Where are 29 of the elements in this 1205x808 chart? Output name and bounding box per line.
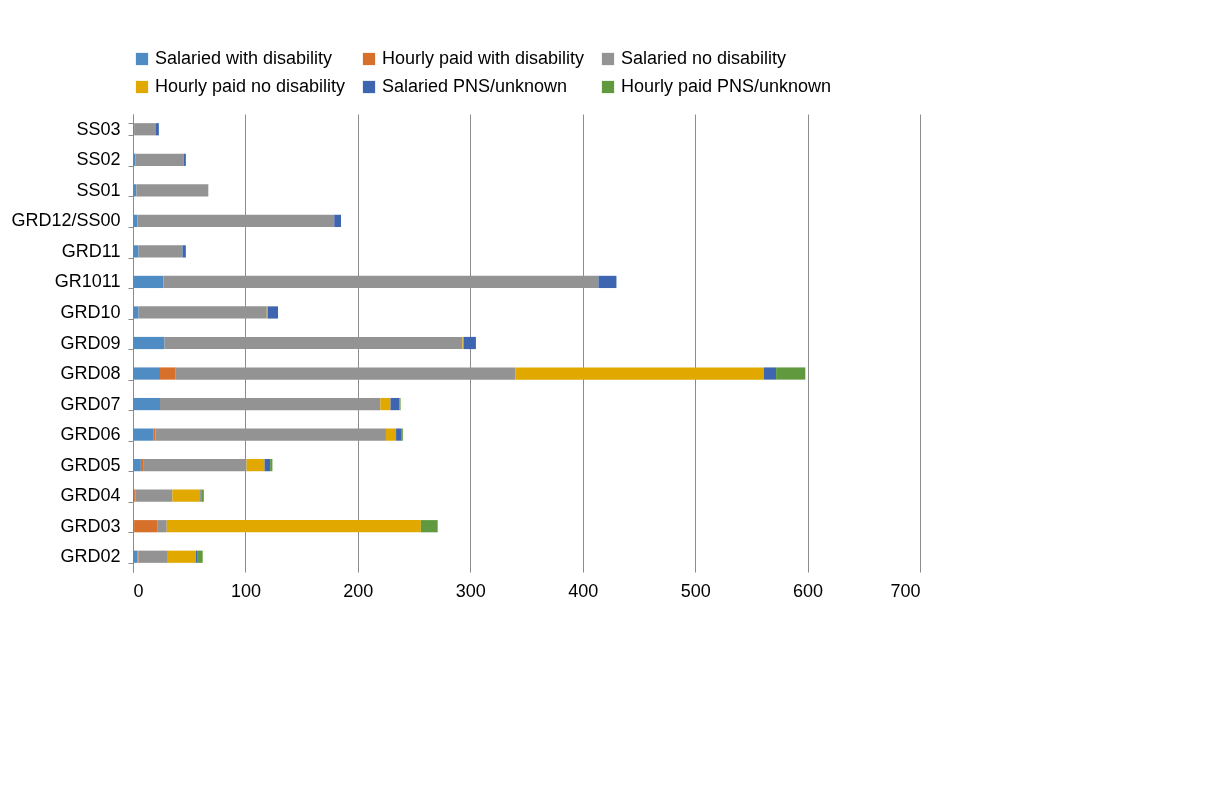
x-tick-label: 0 bbox=[133, 580, 144, 601]
y-tick-label: GRD02 bbox=[60, 546, 121, 567]
x-tick-label: 700 bbox=[890, 580, 921, 601]
y-tick-label: GRD08 bbox=[60, 363, 121, 384]
y-tick-label: GRD04 bbox=[60, 485, 121, 506]
y-tick-label: GRD11 bbox=[61, 240, 121, 261]
x-tick-label: 100 bbox=[230, 580, 261, 601]
x-tick-label: 600 bbox=[793, 580, 824, 601]
y-tick-label: GRD07 bbox=[60, 393, 121, 414]
y-tick-label: GR1011 bbox=[54, 271, 121, 292]
y-tick-label: GRD05 bbox=[60, 454, 121, 475]
legend-label: Salaried PNS/unknown bbox=[382, 76, 568, 96]
legend-label: Salaried no disability bbox=[621, 48, 787, 68]
x-tick-label: 200 bbox=[343, 580, 374, 601]
y-tick-label: GRD06 bbox=[60, 424, 121, 445]
legend-label: Salaried with disability bbox=[155, 48, 333, 68]
y-tick-label: GRD03 bbox=[60, 515, 121, 536]
y-tick-label: SS01 bbox=[76, 179, 121, 200]
y-tick-label: SS03 bbox=[76, 118, 121, 139]
legend-label: Hourly paid PNS/unknown bbox=[621, 76, 832, 96]
x-tick-label: 400 bbox=[568, 580, 599, 601]
y-tick-label: GRD10 bbox=[60, 301, 121, 322]
y-tick-label: GRD12/SS00 bbox=[11, 210, 121, 231]
legend-label: Hourly paid no disability bbox=[155, 76, 346, 96]
x-tick-label: 300 bbox=[455, 580, 486, 601]
y-tick-label: GRD09 bbox=[60, 332, 121, 353]
y-tick-label: SS02 bbox=[76, 149, 121, 170]
x-tick-label: 500 bbox=[680, 580, 711, 601]
legend-label: Hourly paid with disability bbox=[382, 48, 585, 68]
